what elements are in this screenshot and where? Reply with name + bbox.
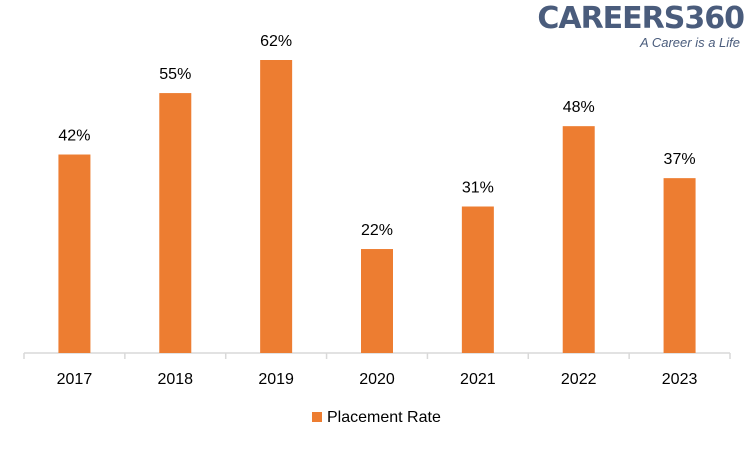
bar-2017: [58, 154, 91, 353]
bar-2020: [361, 249, 393, 353]
careers360-logo: CAREERS360 A Career is a Life: [537, 1, 745, 50]
legend: Placement Rate: [312, 409, 441, 426]
bar-2022: [562, 126, 595, 354]
data-label-2023: 37%: [664, 151, 696, 168]
bar-2018: [159, 93, 192, 354]
data-label-2020: 22%: [361, 222, 393, 239]
x-tick-label-2021: 2021: [460, 371, 496, 388]
bar-2021: [461, 206, 494, 353]
x-tick-label-2018: 2018: [157, 371, 193, 388]
bar-2023: [663, 178, 696, 353]
x-tick-label-2022: 2022: [561, 371, 597, 388]
x-tick-label-2020: 2020: [359, 371, 395, 388]
data-label-2019: 62%: [260, 33, 292, 50]
x-tick-label-2017: 2017: [57, 371, 93, 388]
data-label-2022: 48%: [563, 99, 595, 116]
legend-swatch: [312, 412, 322, 422]
data-label-2021: 31%: [462, 180, 494, 197]
logo-wordmark: CAREERS360: [537, 1, 745, 36]
logo-tagline: A Career is a Life: [640, 35, 740, 50]
x-tick-label-2019: 2019: [258, 371, 294, 388]
data-label-2017: 42%: [58, 128, 90, 145]
data-label-2018: 55%: [159, 66, 191, 83]
bar-2019: [260, 60, 293, 353]
x-tick-label-2023: 2023: [662, 371, 698, 388]
legend-label: Placement Rate: [327, 409, 441, 426]
